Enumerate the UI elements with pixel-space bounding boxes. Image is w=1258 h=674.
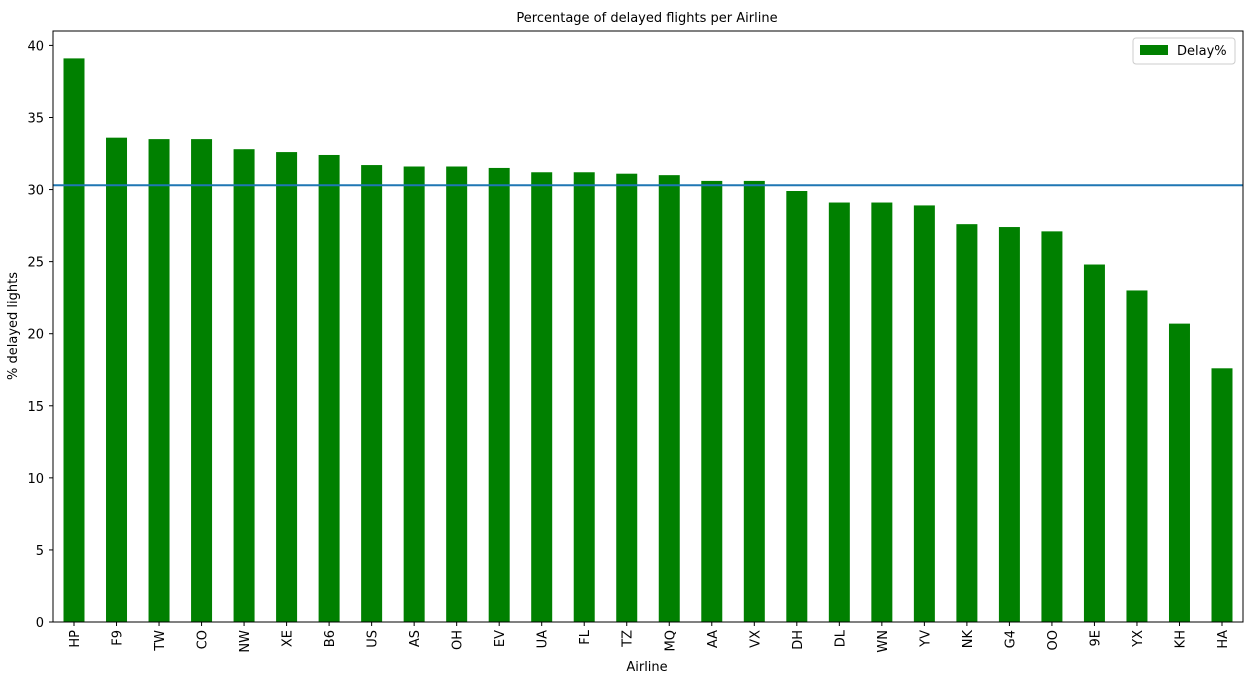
bar-VX [743,180,765,622]
legend-swatch [1140,45,1168,55]
x-tick-label-CO: CO [196,630,211,649]
x-tick-label-DL: DL [833,629,848,647]
bar-FL [573,172,595,622]
legend-label: Delay% [1177,44,1227,59]
bars-group [63,58,1233,623]
x-tick-label-YV: YV [918,630,933,648]
bar-OH [446,166,468,622]
bar-NK [956,224,978,622]
x-tick-label-G4: G4 [1003,630,1018,648]
x-tick-label-MQ: MQ [663,630,678,651]
x-axis-label: Airline [626,660,667,674]
x-tick-label-NK: NK [961,630,976,649]
x-tick-label-FL: FL [578,629,593,644]
bar-CO [191,139,213,623]
x-tick-label-HA: HA [1216,630,1231,649]
legend: Delay% [1132,37,1236,65]
bar-UA [531,172,553,622]
x-tick-label-KH: KH [1173,630,1188,648]
bar-OO [1041,231,1063,623]
bar-YX [1126,290,1148,622]
x-tick-label-AA: AA [706,630,721,648]
y-tick-label: 40 [27,39,44,54]
x-tick-label-F9: F9 [111,630,126,646]
y-tick-label: 30 [27,184,44,199]
bar-HP [63,58,85,622]
y-axis-label: % delayed lights [6,272,21,380]
bar-TW [148,139,170,623]
x-tick-label-XE: XE [281,630,296,647]
bar-KH [1168,323,1190,622]
x-tick-label-OH: OH [451,630,466,650]
x-tick-label-NW: NW [238,630,253,653]
x-tick-label-TW: TW [153,630,168,652]
legend-frame [1132,37,1236,65]
bar-XE [276,152,298,622]
bar-NW [233,149,255,622]
bar-HA [1211,368,1233,622]
x-tick-label-EV: EV [493,630,508,647]
bar-AS [403,166,425,622]
x-tick-label-YX: YX [1131,630,1146,648]
x-tick-label-9E: 9E [1088,630,1103,647]
plot-frame [52,30,1244,623]
y-axis: 0 5 10 15 20 25 30 35 40 [27,39,53,631]
bar-YV [913,205,935,623]
x-axis: HP F9 TW CO NW XE B6 US AS OH EV UA FL TZ MQ AA VX DH DL WN… [68,622,1231,653]
y-tick-label: 10 [27,472,44,487]
x-tick-label-WN: WN [876,630,891,653]
x-tick-label-UA: UA [536,630,551,649]
bar-DL [828,202,850,622]
y-tick-label: 25 [27,256,44,271]
bar-9E [1083,264,1105,622]
bar-B6 [318,154,340,622]
chart-title: Percentage of delayed flights per Airlin… [516,11,777,26]
x-tick-label-OO: OO [1046,630,1061,650]
y-tick-label: 15 [27,400,44,415]
x-tick-label-TZ: TZ [621,630,636,648]
x-tick-label-B6: B6 [323,630,338,647]
y-tick-label: 20 [27,328,44,343]
x-tick-label-HP: HP [68,630,83,648]
y-tick-label: 5 [36,544,44,559]
bar-MQ [658,175,680,622]
bar-G4 [998,227,1020,623]
bar-F9 [106,137,128,623]
x-tick-label-AS: AS [408,630,423,647]
y-tick-label: 35 [27,111,44,126]
y-tick-label: 0 [36,616,44,631]
bar-EV [488,167,510,622]
bar-DH [786,191,808,622]
bar-US [361,165,383,622]
x-tick-label-US: US [366,630,381,648]
bar-AA [701,180,723,622]
x-tick-label-VX: VX [748,630,763,648]
bar-WN [871,202,893,622]
x-tick-label-DH: DH [791,630,806,650]
bar-TZ [616,173,638,622]
